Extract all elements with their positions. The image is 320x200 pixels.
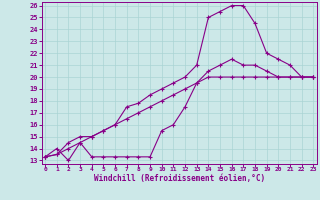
X-axis label: Windchill (Refroidissement éolien,°C): Windchill (Refroidissement éolien,°C) bbox=[94, 174, 265, 183]
